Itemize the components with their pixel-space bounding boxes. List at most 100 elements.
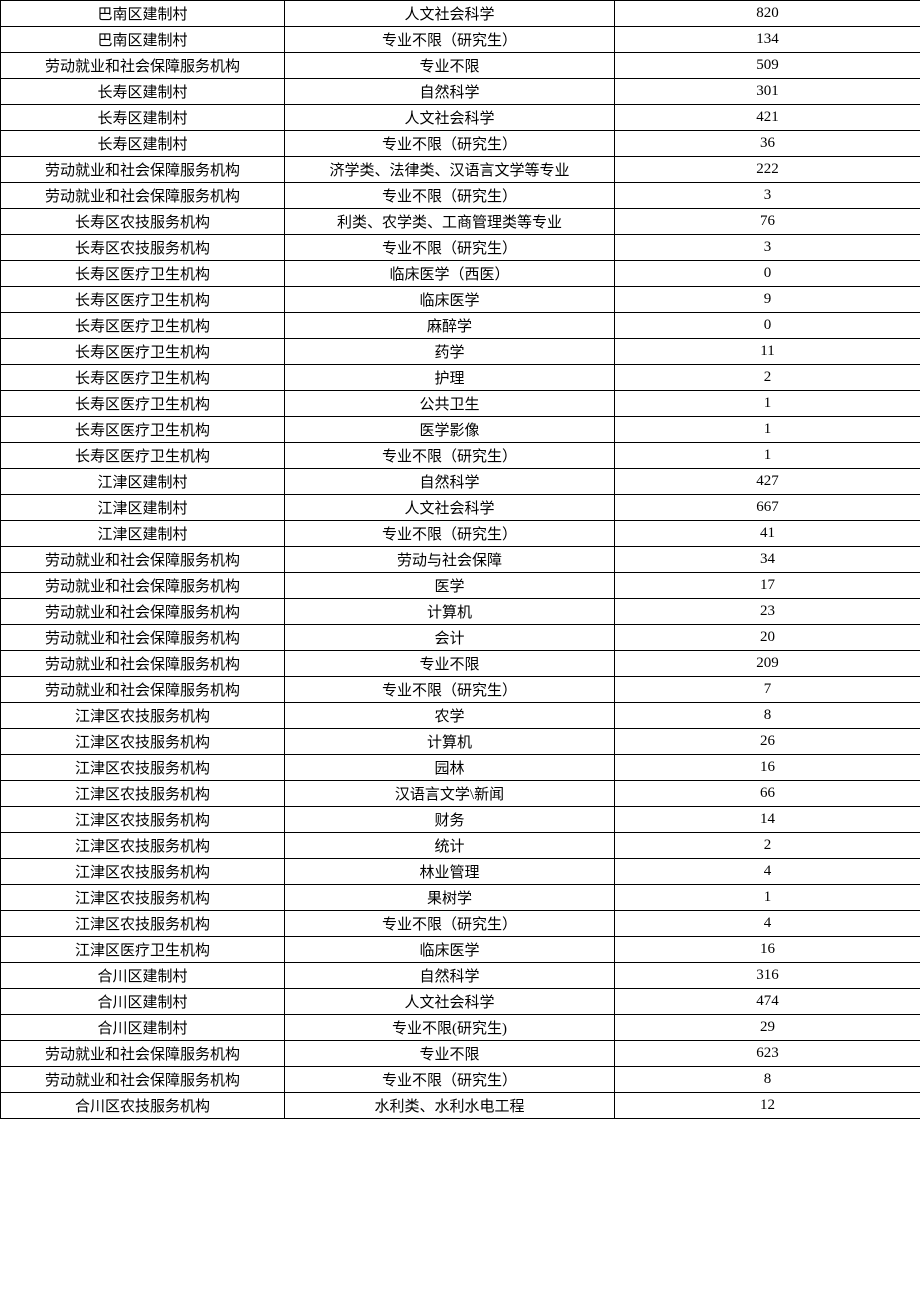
table-row: 长寿区农技服务机构利类、农学类、工商管理类等专业76 xyxy=(1,209,920,235)
table-cell: 江津区农技服务机构 xyxy=(1,833,285,859)
table-cell: 专业不限（研究生） xyxy=(285,1067,615,1093)
table-cell: 自然科学 xyxy=(285,963,615,989)
table-row: 劳动就业和社会保障服务机构专业不限509 xyxy=(1,53,920,79)
table-cell: 人文社会科学 xyxy=(285,495,615,521)
table-cell: 人文社会科学 xyxy=(285,989,615,1015)
table-row: 巴南区建制村人文社会科学820 xyxy=(1,1,920,27)
table-cell: 222 xyxy=(615,157,920,183)
table-cell: 公共卫生 xyxy=(285,391,615,417)
table-row: 长寿区医疗卫生机构药学11 xyxy=(1,339,920,365)
table-cell: 劳动就业和社会保障服务机构 xyxy=(1,53,285,79)
table-cell: 江津区医疗卫生机构 xyxy=(1,937,285,963)
table-cell: 4 xyxy=(615,911,920,937)
table-cell: 623 xyxy=(615,1041,920,1067)
table-cell: 34 xyxy=(615,547,920,573)
table-cell: 合川区农技服务机构 xyxy=(1,1093,285,1119)
table-cell: 劳动就业和社会保障服务机构 xyxy=(1,547,285,573)
table-cell: 3 xyxy=(615,183,920,209)
table-cell: 合川区建制村 xyxy=(1,963,285,989)
table-cell: 4 xyxy=(615,859,920,885)
table-cell: 临床医学 xyxy=(285,937,615,963)
table-cell: 专业不限（研究生） xyxy=(285,911,615,937)
table-cell: 427 xyxy=(615,469,920,495)
table-cell: 自然科学 xyxy=(285,469,615,495)
table-cell: 林业管理 xyxy=(285,859,615,885)
table-cell: 计算机 xyxy=(285,729,615,755)
table-cell: 人文社会科学 xyxy=(285,1,615,27)
table-cell: 8 xyxy=(615,703,920,729)
table-cell: 园林 xyxy=(285,755,615,781)
table-cell: 667 xyxy=(615,495,920,521)
table-row: 合川区建制村人文社会科学474 xyxy=(1,989,920,1015)
table-row: 长寿区建制村专业不限（研究生）36 xyxy=(1,131,920,157)
table-cell: 474 xyxy=(615,989,920,1015)
table-cell: 专业不限（研究生） xyxy=(285,443,615,469)
table-cell: 9 xyxy=(615,287,920,313)
table-cell: 护理 xyxy=(285,365,615,391)
table-cell: 0 xyxy=(615,313,920,339)
table-row: 江津区农技服务机构财务14 xyxy=(1,807,920,833)
table-cell: 长寿区医疗卫生机构 xyxy=(1,365,285,391)
table-cell: 临床医学 xyxy=(285,287,615,313)
table-cell: 江津区建制村 xyxy=(1,521,285,547)
table-cell: 专业不限（研究生） xyxy=(285,131,615,157)
table-row: 巴南区建制村专业不限（研究生）134 xyxy=(1,27,920,53)
table-cell: 江津区农技服务机构 xyxy=(1,859,285,885)
table-row: 江津区农技服务机构计算机26 xyxy=(1,729,920,755)
table-cell: 长寿区医疗卫生机构 xyxy=(1,443,285,469)
table-row: 长寿区医疗卫生机构公共卫生1 xyxy=(1,391,920,417)
table-row: 江津区建制村人文社会科学667 xyxy=(1,495,920,521)
table-cell: 农学 xyxy=(285,703,615,729)
table-cell: 专业不限（研究生） xyxy=(285,521,615,547)
table-cell: 江津区建制村 xyxy=(1,495,285,521)
table-row: 江津区建制村自然科学427 xyxy=(1,469,920,495)
table-cell: 医学影像 xyxy=(285,417,615,443)
table-cell: 专业不限 xyxy=(285,53,615,79)
table-cell: 76 xyxy=(615,209,920,235)
table-row: 劳动就业和社会保障服务机构会计20 xyxy=(1,625,920,651)
table-cell: 财务 xyxy=(285,807,615,833)
table-cell: 专业不限（研究生） xyxy=(285,677,615,703)
table-row: 长寿区农技服务机构专业不限（研究生）3 xyxy=(1,235,920,261)
table-cell: 66 xyxy=(615,781,920,807)
table-row: 江津区农技服务机构园林16 xyxy=(1,755,920,781)
table-cell: 专业不限（研究生） xyxy=(285,183,615,209)
table-row: 长寿区医疗卫生机构临床医学9 xyxy=(1,287,920,313)
table-cell: 药学 xyxy=(285,339,615,365)
table-cell: 1 xyxy=(615,443,920,469)
table-cell: 合川区建制村 xyxy=(1,1015,285,1041)
table-cell: 29 xyxy=(615,1015,920,1041)
table-cell: 41 xyxy=(615,521,920,547)
table-cell: 汉语言文学\新闻 xyxy=(285,781,615,807)
table-cell: 劳动就业和社会保障服务机构 xyxy=(1,599,285,625)
table-row: 劳动就业和社会保障服务机构计算机23 xyxy=(1,599,920,625)
table-row: 劳动就业和社会保障服务机构专业不限（研究生）7 xyxy=(1,677,920,703)
table-cell: 会计 xyxy=(285,625,615,651)
table-cell: 14 xyxy=(615,807,920,833)
table-cell: 果树学 xyxy=(285,885,615,911)
table-cell: 301 xyxy=(615,79,920,105)
table-cell: 长寿区医疗卫生机构 xyxy=(1,261,285,287)
table-cell: 2 xyxy=(615,833,920,859)
table-cell: 江津区建制村 xyxy=(1,469,285,495)
table-cell: 临床医学（西医） xyxy=(285,261,615,287)
table-cell: 江津区农技服务机构 xyxy=(1,911,285,937)
table-row: 劳动就业和社会保障服务机构专业不限（研究生）3 xyxy=(1,183,920,209)
table-row: 长寿区医疗卫生机构医学影像1 xyxy=(1,417,920,443)
table-cell: 利类、农学类、工商管理类等专业 xyxy=(285,209,615,235)
table-cell: 医学 xyxy=(285,573,615,599)
table-cell: 长寿区医疗卫生机构 xyxy=(1,287,285,313)
table-cell: 509 xyxy=(615,53,920,79)
table-cell: 劳动就业和社会保障服务机构 xyxy=(1,1041,285,1067)
table-row: 劳动就业和社会保障服务机构劳动与社会保障34 xyxy=(1,547,920,573)
table-row: 劳动就业和社会保障服务机构济学类、法律类、汉语言文学等专业222 xyxy=(1,157,920,183)
table-cell: 0 xyxy=(615,261,920,287)
table-cell: 16 xyxy=(615,937,920,963)
table-cell: 专业不限 xyxy=(285,1041,615,1067)
table-cell: 7 xyxy=(615,677,920,703)
table-cell: 长寿区医疗卫生机构 xyxy=(1,391,285,417)
table-row: 江津区农技服务机构专业不限（研究生）4 xyxy=(1,911,920,937)
table-cell: 水利类、水利水电工程 xyxy=(285,1093,615,1119)
table-cell: 麻醉学 xyxy=(285,313,615,339)
table-cell: 劳动就业和社会保障服务机构 xyxy=(1,1067,285,1093)
